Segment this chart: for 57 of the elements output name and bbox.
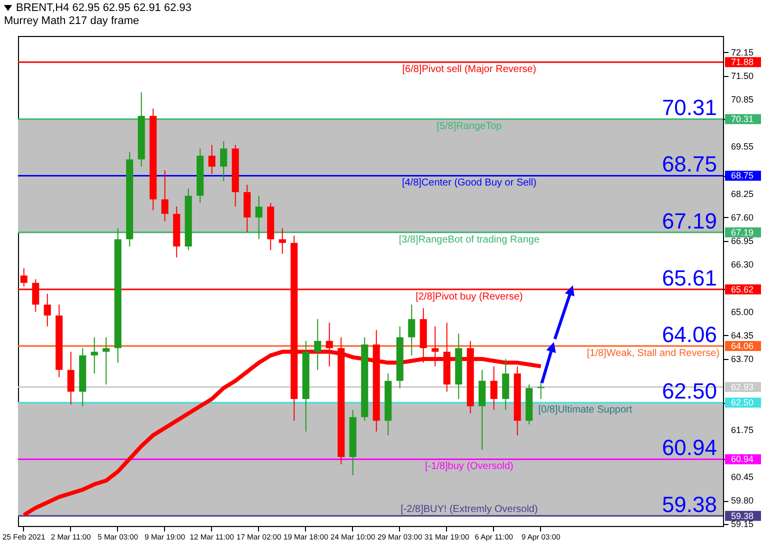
y-tick-label: 70.85: [731, 94, 754, 105]
y-tick-label: 63.70: [731, 354, 754, 364]
chart-subtitle: Murrey Math 217 day frame: [4, 15, 140, 28]
candlestick: [67, 351, 74, 405]
y-tick-label: 59.15: [731, 519, 754, 530]
candlestick: [537, 380, 544, 400]
candlestick: [102, 336, 110, 385]
ref-line-label: [2/8]Pivot buy (Reverse): [416, 291, 523, 302]
chart-title: BRENT,H4 62.95 62.95 62.91 62.93: [16, 2, 192, 14]
y-tick-label: 64.06: [731, 340, 754, 351]
ref-line-label: [-1/8]buy (Oversold): [425, 461, 514, 472]
ref-line-label: [3/8]RangeBot of trading Range: [398, 234, 540, 246]
candlestick: [314, 318, 322, 370]
y-tick-label: 64.35: [731, 330, 754, 340]
y-tick-label: 68.25: [731, 188, 754, 199]
y-tick-label: 71.50: [731, 70, 754, 81]
y-tick-label: 66.95: [731, 236, 754, 246]
ref-line-label: [0/8]Ultimate Support: [538, 404, 632, 416]
y-tick-label: 62.50: [731, 398, 754, 408]
ref-line-label: [1/8]Weak, Stall and Reverse): [586, 348, 720, 359]
y-tick-label: 65.00: [731, 306, 754, 317]
y-tick-label: 60.45: [731, 472, 754, 482]
candlestick: [20, 268, 28, 287]
candlestick: [255, 195, 262, 240]
ref-line-label: [6/8]Pivot sell (Major Reverse): [402, 64, 536, 76]
candlestick: [408, 304, 416, 356]
candlestick: [161, 170, 168, 222]
y-tick-label: 66.30: [731, 260, 754, 270]
y-tick-label: 67.60: [731, 212, 754, 222]
ref-line-label: [4/8]Center (Good Buy or Sell): [402, 178, 536, 189]
candlestick: [220, 140, 228, 182]
annotation: 64.06: [662, 322, 717, 347]
candlestick: [208, 144, 216, 174]
ref-line-label: [5/8]RangeTop: [436, 121, 502, 132]
annotation: 67.19: [662, 208, 717, 234]
y-tick-label: 68.75: [731, 170, 754, 181]
y-tick-label: 61.75: [731, 424, 754, 435]
y-tick-label: 71.88: [731, 57, 754, 68]
annotation: 59.38: [662, 492, 717, 517]
y-tick-label: 70.31: [731, 114, 754, 124]
y-tick-label: 67.19: [731, 227, 754, 238]
annotation: 62.50: [662, 378, 717, 404]
candlestick: [490, 366, 498, 410]
annotation: 60.94: [662, 435, 717, 460]
candlestick: [90, 336, 98, 374]
annotation: 68.75: [662, 152, 717, 177]
annotation: 65.61: [662, 266, 717, 291]
annotation: 70.31: [662, 95, 717, 120]
y-tick-label: 65.62: [731, 284, 754, 294]
ref-line-label: [-2/8]BUY! (Extremly Oversold): [400, 504, 538, 515]
y-tick-label: 72.15: [731, 47, 754, 58]
y-tick-label: 60.94: [731, 454, 754, 464]
candlestick: [44, 293, 51, 327]
y-tick-label: 59.80: [731, 496, 754, 506]
y-tick-label: 59.38: [731, 510, 754, 521]
candlestick: [278, 228, 286, 254]
y-tick-label: 69.55: [731, 142, 754, 152]
